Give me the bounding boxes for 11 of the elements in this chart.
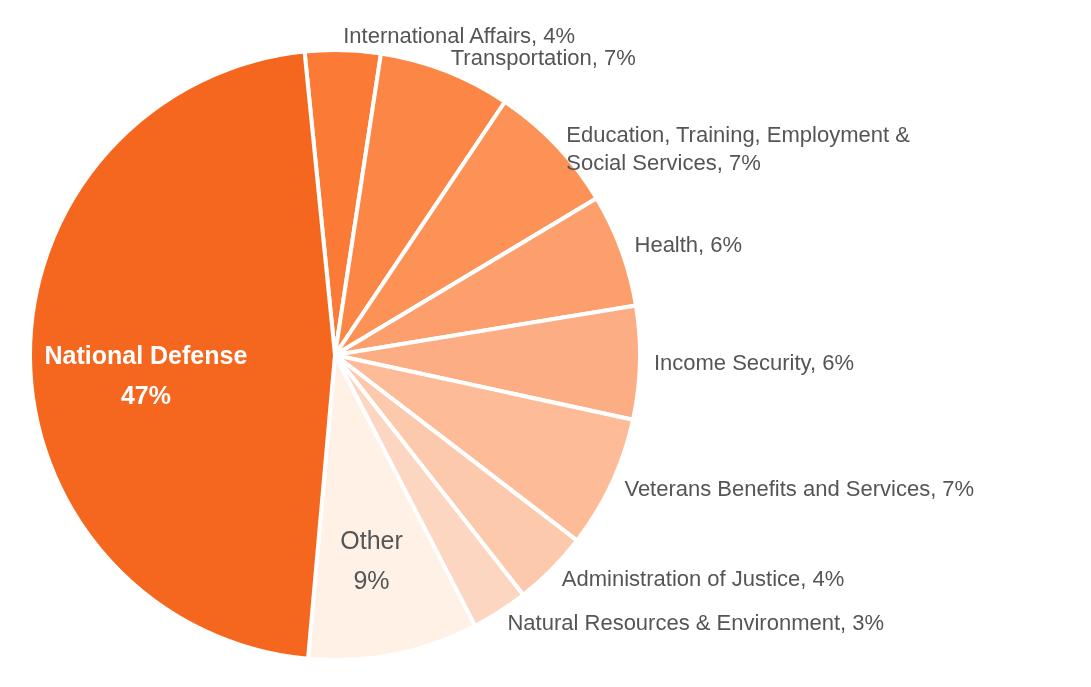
slice-label: Administration of Justice, 4% [561, 566, 845, 592]
data-label: 9% [353, 565, 390, 594]
slice-label: Income Security, 6% [653, 350, 855, 376]
slice-label: National Defense [44, 341, 248, 370]
slice-label: Health, 6% [634, 232, 743, 258]
slice-label: International Affairs, 4% [343, 23, 576, 49]
data-label: 47% [120, 381, 171, 410]
slice-label: Natural Resources & Environment, 3% [507, 610, 885, 636]
slice-label: Other [340, 525, 403, 554]
slice-label: Education, Training, Employment & Social Services, 7% [566, 122, 911, 176]
slice-label: Veterans Benefits and Services, 7% [624, 476, 975, 502]
